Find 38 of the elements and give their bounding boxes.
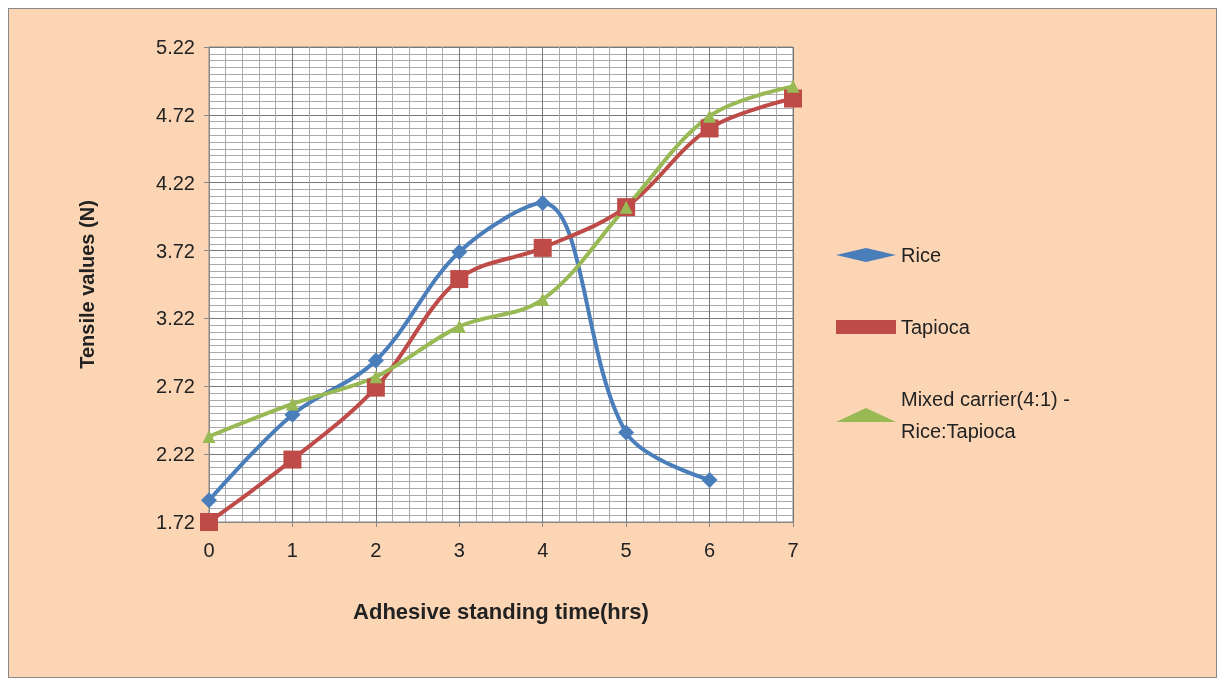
x-tick-label: 2	[370, 539, 382, 561]
y-tick-label: 2.22	[156, 443, 195, 466]
point	[536, 292, 550, 306]
x-tick-label: 7	[787, 539, 799, 561]
x-tick-label: 6	[704, 539, 716, 561]
legend-label: Rice	[901, 244, 942, 266]
y-tick-label: 5.22	[156, 36, 195, 58]
point	[701, 471, 718, 488]
y-tick-label: 3.22	[156, 307, 195, 330]
y-tick-label: 2.72	[156, 375, 195, 398]
x-axis-title: Adhesive standing time(hrs)	[353, 598, 649, 624]
legend-label: Mixed carrier(4:1) - Rice:Tapioca	[901, 388, 1076, 442]
point	[201, 492, 217, 509]
y-tick-label: 3.72	[156, 239, 195, 262]
y-tick-label: 4.22	[156, 171, 195, 194]
point	[367, 352, 384, 369]
point	[533, 238, 552, 257]
y-tick-label: 4.72	[156, 103, 195, 126]
y-axis-title: Tensile values (N)	[76, 200, 98, 369]
x-tick-label: 1	[286, 539, 298, 561]
point	[451, 243, 468, 260]
x-tick-label: 4	[537, 539, 549, 561]
legend-label: Tapioca	[901, 316, 971, 338]
point	[452, 320, 466, 334]
point	[618, 424, 635, 441]
point	[369, 370, 383, 384]
point	[450, 270, 469, 289]
point	[283, 450, 302, 469]
point	[534, 195, 551, 212]
point	[202, 430, 216, 443]
x-tick-label: 3	[453, 539, 465, 561]
x-tick-label: 5	[620, 539, 632, 561]
point	[285, 397, 299, 411]
x-tick-label: 0	[203, 539, 215, 561]
point	[200, 513, 218, 531]
point	[786, 79, 800, 93]
point	[703, 109, 717, 123]
y-tick-label: 1.72	[156, 511, 195, 533]
